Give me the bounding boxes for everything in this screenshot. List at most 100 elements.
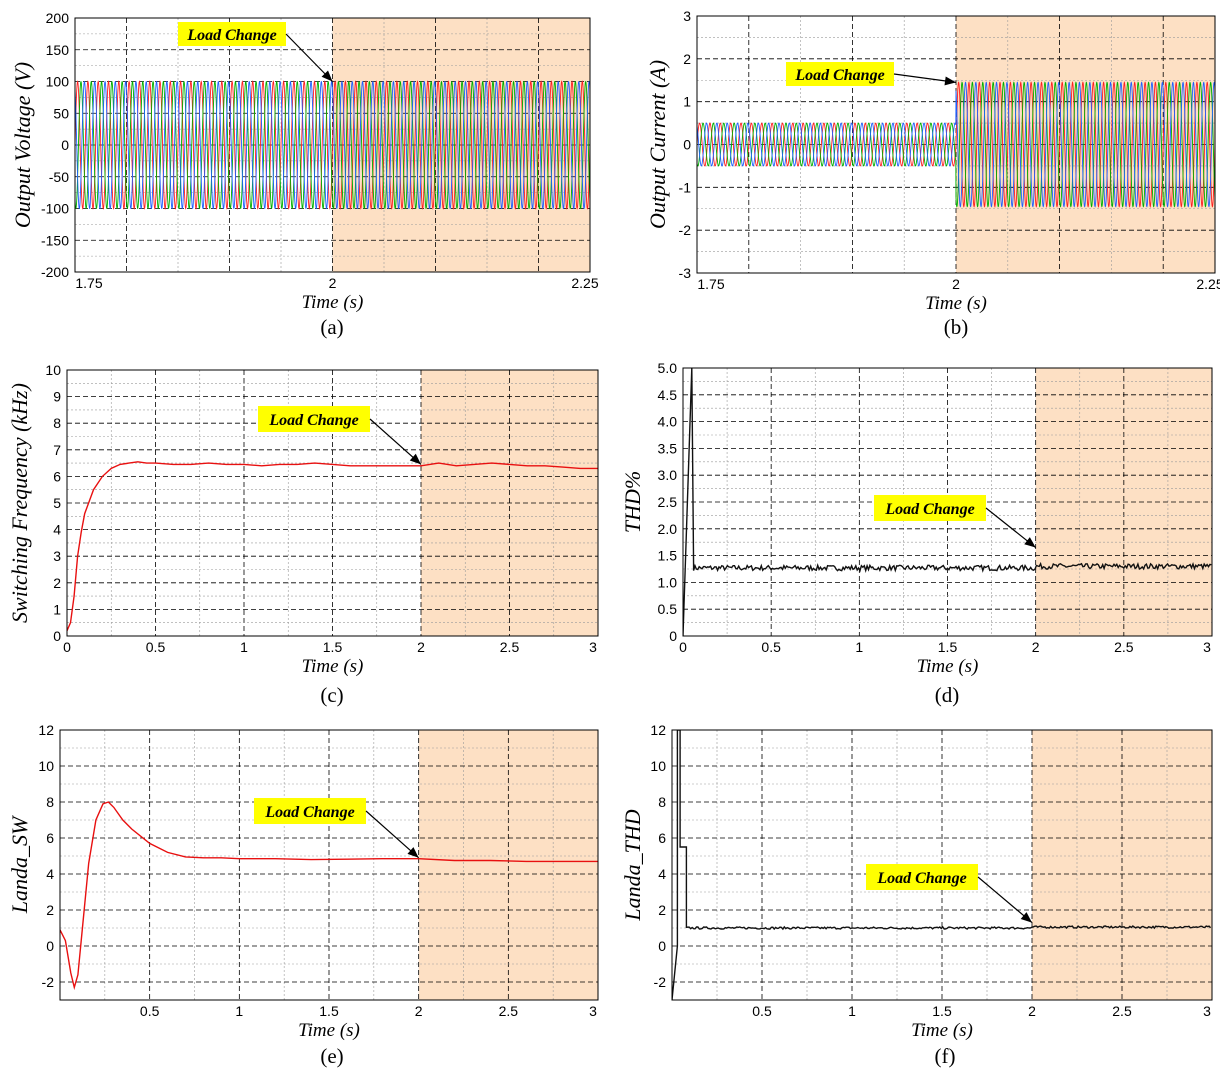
annotation-arrow (285, 33, 333, 82)
plot-frame (682, 367, 1213, 637)
x-tick-label: 0.5 (146, 639, 166, 655)
y-tick-label: -2 (42, 974, 55, 990)
series-line-0 (67, 461, 598, 631)
y-tick-label: 9 (53, 389, 61, 405)
annotation-arrowhead (409, 453, 421, 465)
y-tick-label: 8 (46, 794, 54, 810)
y-tick-label: 0 (658, 938, 666, 954)
x-tick-label: 0.5 (761, 639, 781, 655)
annotation-box (874, 495, 986, 521)
annotation-arrowhead (321, 70, 333, 82)
y-tick-label: -150 (41, 232, 69, 248)
x-tick-label: 0.5 (752, 1003, 772, 1019)
x-tick-label: 2.5 (1112, 1003, 1132, 1019)
x-tick-label: 3 (589, 639, 597, 655)
x-tick-label: 1 (235, 1003, 243, 1019)
annotation-arrowhead (1024, 537, 1036, 548)
y-tick-label: -200 (41, 264, 69, 280)
y-tick-label: 4 (46, 866, 54, 882)
y-axis-label: THD% (620, 471, 645, 533)
annotation-arrow (369, 418, 422, 465)
x-axis-label: Time (s) (302, 656, 364, 677)
x-tick-label: 1.5 (323, 639, 343, 655)
chart-d: 5.0 4.5 4.0 3.5 3.0 2.5 2.0 1.5 1.0 0.5 00 0.5 1 1.5 2… (620, 360, 1213, 707)
y-tick-label: 4 (658, 866, 666, 882)
x-tick-label: 1.75 (697, 276, 724, 292)
x-axis-label: Time (s) (917, 656, 979, 677)
x-tick-label: 1.75 (75, 275, 102, 291)
y-tick-label: 10 (38, 758, 54, 774)
series-line-1 (75, 80, 590, 210)
panel-label: (f) (935, 1044, 956, 1068)
y-tick-label: 4 (53, 522, 61, 538)
y-tick-label: 1.0 (658, 574, 678, 590)
x-tick-label: 0 (679, 639, 687, 655)
y-tick-label: 3 (683, 8, 691, 24)
y-tick-label: 3.5 (658, 440, 678, 456)
annotation-arrowhead (1020, 912, 1032, 923)
x-tick-label: 2.25 (1196, 276, 1220, 292)
y-axis-label: Landa_SW (7, 815, 32, 914)
chart-f: 12 10 8 6 4 2 0 -2 0.5 1 1.5 2 2.5 3 Time (s) Landa_THD… (620, 722, 1213, 1068)
x-tick-label: 1.5 (932, 1003, 952, 1019)
y-axis-label: Output Current (A) (645, 60, 670, 229)
y-tick-label: 2 (46, 902, 54, 918)
y-tick-label: 12 (38, 722, 54, 738)
y-tick-label: 0 (46, 938, 54, 954)
annotation-label: Load Change (884, 501, 974, 518)
y-tick-label: 6 (53, 468, 61, 484)
x-tick-label: 2 (415, 1003, 423, 1019)
y-tick-label: 150 (46, 42, 70, 58)
y-tick-label: 200 (46, 10, 70, 26)
x-tick-label: 1 (848, 1003, 856, 1019)
series-line-0 (60, 801, 598, 991)
y-tick-label: 6 (658, 830, 666, 846)
chart-a: 200 150 100 50 0 -50 -100 -150 -200 1.75 2 2.25 Time… (10, 10, 599, 339)
annotation-box (258, 406, 370, 432)
x-axis-label: Time (s) (925, 293, 987, 314)
x-tick-label: 2 (1032, 639, 1040, 655)
y-tick-label: -100 (41, 201, 69, 217)
x-tick-label: 0 (63, 639, 71, 655)
y-tick-label: 10 (650, 758, 666, 774)
x-tick-label: 0.5 (140, 1003, 160, 1019)
y-tick-label: 4.0 (658, 414, 678, 430)
chart-e: 12 10 8 6 4 2 0 -2 0.5 1 1.5 2 2.5 3 Time (s) Landa_SW (… (7, 722, 599, 1068)
y-tick-label: 0 (53, 628, 61, 644)
series-line-1 (697, 81, 1215, 208)
y-tick-label: 2.0 (658, 521, 678, 537)
y-tick-label: 1.5 (658, 548, 678, 564)
annotation-label: Load Change (876, 870, 966, 887)
annotation-box (866, 864, 978, 890)
plot-frame (66, 369, 599, 637)
x-tick-label: 2 (417, 639, 425, 655)
y-tick-label: 0 (61, 137, 69, 153)
x-tick-label: 2.5 (499, 1003, 519, 1019)
y-tick-label: -2 (654, 974, 667, 990)
annotation-box (786, 62, 894, 86)
y-tick-label: 0 (669, 628, 677, 644)
panel-label: (a) (320, 315, 343, 339)
x-tick-label: 3 (1203, 639, 1211, 655)
y-tick-label: 7 (53, 442, 61, 458)
y-tick-label: 3 (53, 548, 61, 564)
y-tick-label: 0 (683, 137, 691, 153)
y-tick-label: 2 (53, 575, 61, 591)
y-tick-label: 3.0 (658, 467, 678, 483)
y-tick-label: -1 (679, 179, 692, 195)
panel-label: (e) (320, 1044, 343, 1068)
y-tick-label: 5 (53, 495, 61, 511)
y-tick-label: 8 (658, 794, 666, 810)
series-line-0 (672, 730, 1212, 1000)
x-tick-label: 2 (952, 276, 960, 292)
y-tick-label: 4.5 (658, 387, 678, 403)
y-tick-label: 2 (658, 902, 666, 918)
x-axis-label: Time (s) (302, 292, 364, 313)
x-tick-label: 1 (240, 639, 248, 655)
annotation-arrowhead (407, 847, 419, 858)
y-tick-label: 5.0 (658, 360, 678, 376)
x-tick-label: 1 (855, 639, 863, 655)
x-tick-label: 2.25 (571, 275, 598, 291)
annotation-arrowhead (944, 76, 956, 86)
